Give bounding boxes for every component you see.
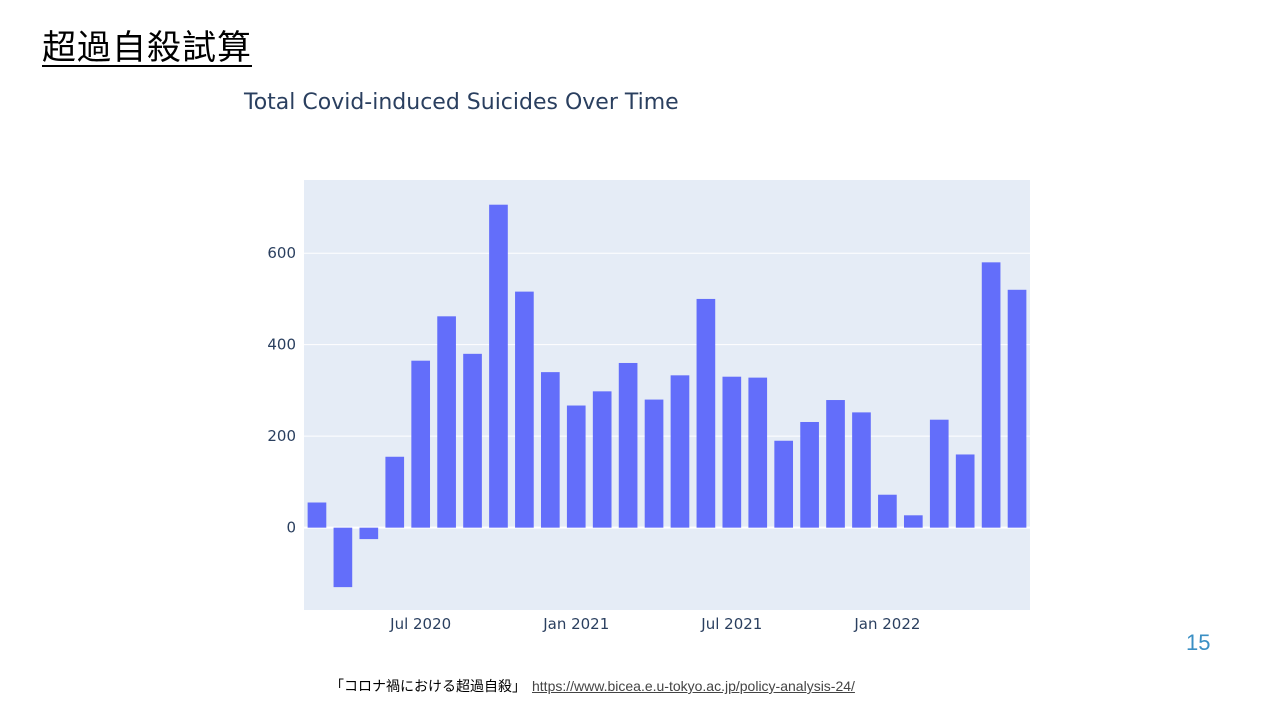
x-tick-label: Jul 2020	[389, 615, 451, 633]
bar-2021-09	[774, 440, 794, 528]
bar-2021-08	[748, 377, 768, 528]
bar-2021-07	[722, 376, 742, 528]
footer-source-text: 「コロナ禍における超過自殺」	[330, 679, 526, 695]
source-link[interactable]: https://www.bicea.e.u-tokyo.ac.jp/policy…	[532, 678, 855, 694]
y-tick-label: 600	[267, 244, 296, 262]
bar-2022-04	[955, 454, 975, 528]
x-tick-label: Jul 2021	[700, 615, 762, 633]
footer: 「コロナ禍における超過自殺」 https://www.bicea.e.u-toky…	[330, 676, 855, 696]
bar-2021-06	[696, 298, 716, 528]
bar-2022-01	[878, 494, 897, 528]
chart-title: Total Covid-induced Suicides Over Time	[244, 90, 679, 115]
bar-2021-11	[826, 400, 845, 528]
bar-2021-02	[592, 391, 612, 528]
bars	[307, 204, 1027, 588]
slide-title: 超過自殺試算	[42, 28, 252, 68]
bar-2020-04	[333, 527, 353, 588]
bar-2020-12	[540, 372, 560, 528]
bar-2021-10	[800, 421, 819, 528]
x-tick-label: Jan 2021	[542, 615, 609, 633]
bar-2021-04	[644, 399, 664, 528]
bar-2022-05	[981, 262, 1001, 528]
bar-2020-08	[437, 316, 456, 528]
bar-2022-02	[903, 515, 923, 528]
x-axis-ticks: Jul 2020 Jan 2021 Jul 2021 Jan 2022	[389, 615, 920, 633]
bar-2020-11	[515, 291, 534, 528]
bar-2022-03	[929, 419, 949, 528]
bar-2020-07	[411, 360, 431, 528]
y-axis-ticks: 0 200 400 600	[267, 244, 296, 536]
bar-2020-05	[359, 527, 379, 540]
y-tick-label: 200	[267, 427, 296, 445]
bar-2021-12	[852, 412, 871, 528]
bar-2020-06	[385, 456, 405, 528]
bar-2021-05	[670, 375, 690, 528]
bar-2021-01	[566, 405, 586, 528]
bar-2021-03	[618, 362, 638, 528]
bar-2020-10	[489, 204, 508, 528]
bar-2022-06	[1007, 289, 1027, 528]
page-number: 15	[1186, 630, 1211, 655]
bar-2020-03	[307, 502, 327, 528]
bar-2020-09	[463, 353, 482, 528]
x-tick-label: Jan 2022	[853, 615, 920, 633]
y-tick-label: 0	[286, 519, 296, 537]
y-tick-label: 400	[267, 336, 296, 354]
